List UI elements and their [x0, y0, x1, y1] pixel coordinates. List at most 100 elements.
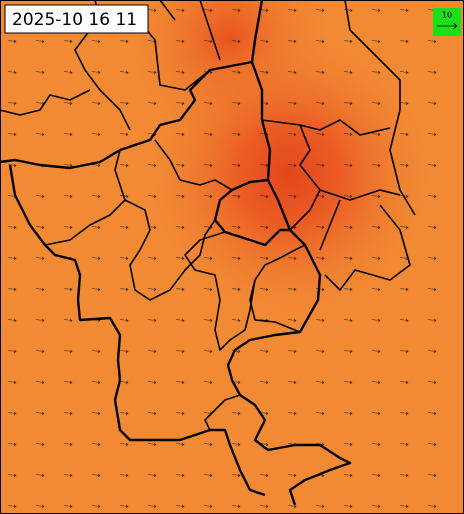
wind-arrow — [91, 194, 101, 199]
wind-arrow — [315, 504, 325, 509]
wind-arrow — [7, 349, 17, 354]
wind-arrow — [147, 287, 157, 292]
wind-arrow — [203, 163, 213, 168]
wind-arrow — [35, 380, 45, 385]
wind-arrow — [63, 163, 73, 168]
wind-arrow — [287, 287, 297, 292]
wind-arrow — [259, 349, 269, 354]
wind-arrow — [7, 70, 17, 75]
wind-arrow — [63, 473, 73, 478]
wind-arrow — [175, 70, 185, 75]
wind-arrow — [371, 504, 381, 509]
wind-arrow — [231, 194, 241, 199]
wind-arrow — [63, 132, 73, 137]
wind-arrow — [231, 442, 241, 447]
border — [0, 0, 416, 431]
wind-arrow — [427, 194, 437, 199]
wind-arrow — [287, 473, 297, 478]
wind-arrow — [63, 318, 73, 323]
wind-arrow — [35, 504, 45, 509]
wind-arrow — [315, 70, 325, 75]
wind-arrow — [91, 225, 101, 230]
wind-arrow — [203, 504, 213, 509]
wind-arrow — [231, 349, 241, 354]
wind-arrow — [63, 287, 73, 292]
wind-arrow — [427, 132, 437, 137]
wind-arrow — [7, 504, 17, 509]
wind-arrow — [35, 318, 45, 323]
wind-arrow — [427, 70, 437, 75]
wind-arrow — [287, 411, 297, 416]
wind-arrow — [91, 132, 101, 137]
wind-arrow — [343, 101, 353, 106]
wind-arrow — [427, 39, 437, 44]
wind-arrow — [147, 473, 157, 478]
wind-arrow — [427, 318, 437, 323]
wind-arrow — [7, 442, 17, 447]
wind-arrow — [427, 442, 437, 447]
wind-arrow — [119, 132, 129, 137]
wind-arrow — [343, 39, 353, 44]
wind-arrow — [119, 163, 129, 168]
wind-arrow — [399, 380, 409, 385]
wind-arrow — [175, 8, 185, 13]
wind-arrow — [399, 163, 409, 168]
wind-arrow — [147, 163, 157, 168]
wind-arrow — [371, 287, 381, 292]
wind-arrow — [147, 194, 157, 199]
wind-arrow — [147, 442, 157, 447]
wind-arrow — [371, 473, 381, 478]
wind-arrow — [35, 256, 45, 261]
wind-arrow — [35, 70, 45, 75]
wind-arrow — [371, 256, 381, 261]
wind-arrow — [399, 101, 409, 106]
wind-arrow — [35, 473, 45, 478]
wind-arrow — [427, 473, 437, 478]
wind-arrow — [259, 380, 269, 385]
wind-arrow — [63, 349, 73, 354]
wind-arrow — [259, 473, 269, 478]
wind-arrow — [343, 504, 353, 509]
wind-arrow — [259, 256, 269, 261]
wind-arrow — [175, 380, 185, 385]
wind-arrow — [147, 256, 157, 261]
wind-arrow — [35, 442, 45, 447]
wind-arrow — [91, 349, 101, 354]
wind-arrow — [119, 39, 129, 44]
border — [0, 60, 253, 170]
wind-arrow — [203, 194, 213, 199]
reference-label: 10 — [442, 11, 452, 20]
border — [213, 178, 290, 247]
wind-arrow — [399, 349, 409, 354]
wind-arrow — [231, 318, 241, 323]
wind-arrow — [7, 256, 17, 261]
wind-arrow — [147, 8, 157, 13]
wind-arrow — [231, 473, 241, 478]
wind-arrow — [371, 318, 381, 323]
wind-arrow — [343, 132, 353, 137]
wind-arrow — [91, 473, 101, 478]
wind-arrow — [175, 411, 185, 416]
wind-arrow — [343, 442, 353, 447]
wind-arrow — [259, 194, 269, 199]
wind-arrow — [203, 318, 213, 323]
wind-arrow — [371, 380, 381, 385]
wind-arrow — [91, 380, 101, 385]
wind-arrow — [399, 70, 409, 75]
wind-arrow — [147, 349, 157, 354]
wind-arrow — [35, 132, 45, 137]
wind-arrow — [35, 194, 45, 199]
wind-arrow — [231, 132, 241, 137]
wind-arrow — [63, 39, 73, 44]
wind-arrow — [259, 39, 269, 44]
wind-arrow — [427, 411, 437, 416]
wind-arrow — [91, 163, 101, 168]
wind-arrow — [119, 318, 129, 323]
wind-arrow — [315, 163, 325, 168]
wind-arrow — [371, 194, 381, 199]
wind-arrow — [371, 101, 381, 106]
wind-arrow — [35, 39, 45, 44]
wind-arrow — [343, 163, 353, 168]
